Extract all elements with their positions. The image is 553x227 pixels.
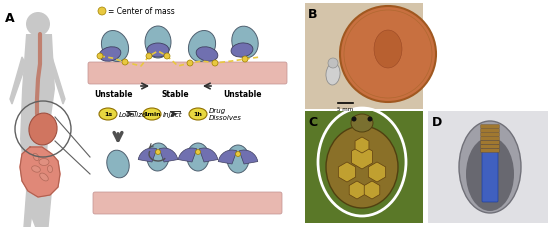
Text: 1min: 1min — [143, 112, 161, 117]
FancyBboxPatch shape — [88, 63, 287, 85]
Circle shape — [164, 54, 170, 60]
Circle shape — [328, 59, 338, 69]
FancyBboxPatch shape — [481, 129, 499, 133]
Ellipse shape — [145, 27, 171, 59]
Circle shape — [340, 7, 436, 103]
Ellipse shape — [374, 31, 402, 69]
Circle shape — [122, 60, 128, 66]
Text: Drug
Dissolves: Drug Dissolves — [209, 108, 242, 121]
Text: Unstable: Unstable — [223, 90, 261, 99]
Text: A: A — [5, 12, 14, 25]
Circle shape — [155, 150, 160, 155]
FancyBboxPatch shape — [482, 138, 498, 202]
Ellipse shape — [147, 143, 169, 171]
Polygon shape — [352, 145, 372, 169]
Text: Localize: Localize — [119, 111, 147, 118]
Circle shape — [352, 117, 357, 122]
Ellipse shape — [189, 109, 207, 121]
Polygon shape — [20, 35, 55, 227]
FancyBboxPatch shape — [481, 137, 499, 141]
Text: = Center of mass: = Center of mass — [108, 7, 175, 16]
Polygon shape — [10, 58, 26, 105]
Polygon shape — [24, 174, 36, 227]
Ellipse shape — [39, 159, 49, 166]
FancyBboxPatch shape — [428, 111, 548, 223]
Polygon shape — [349, 181, 365, 199]
Circle shape — [368, 117, 373, 122]
Circle shape — [98, 8, 106, 16]
Wedge shape — [218, 150, 237, 164]
Polygon shape — [368, 162, 385, 182]
Ellipse shape — [459, 121, 521, 213]
Wedge shape — [178, 148, 197, 162]
Text: 5 mm: 5 mm — [337, 106, 353, 111]
Wedge shape — [239, 150, 258, 164]
Ellipse shape — [99, 47, 121, 62]
FancyBboxPatch shape — [481, 133, 499, 137]
Ellipse shape — [33, 154, 39, 161]
Ellipse shape — [29, 114, 57, 145]
Polygon shape — [338, 162, 356, 182]
FancyBboxPatch shape — [481, 145, 499, 149]
Ellipse shape — [99, 109, 117, 121]
Polygon shape — [20, 147, 60, 197]
FancyBboxPatch shape — [305, 111, 423, 223]
Text: 1h: 1h — [194, 112, 202, 117]
Circle shape — [242, 57, 248, 63]
Text: 1s: 1s — [104, 112, 112, 117]
Circle shape — [187, 61, 193, 67]
Ellipse shape — [147, 44, 169, 58]
Text: B: B — [308, 8, 317, 21]
Polygon shape — [50, 58, 65, 105]
FancyBboxPatch shape — [481, 125, 499, 129]
FancyBboxPatch shape — [93, 192, 282, 214]
Text: Stable: Stable — [161, 90, 189, 99]
Ellipse shape — [189, 31, 216, 62]
Ellipse shape — [187, 143, 209, 171]
Ellipse shape — [326, 126, 398, 208]
FancyBboxPatch shape — [481, 149, 499, 153]
Text: Inject: Inject — [163, 111, 182, 118]
Polygon shape — [364, 181, 380, 199]
Polygon shape — [42, 174, 52, 227]
Ellipse shape — [231, 44, 253, 58]
Circle shape — [236, 152, 241, 157]
Text: D: D — [432, 116, 442, 128]
Wedge shape — [159, 148, 178, 162]
Circle shape — [97, 54, 103, 60]
Ellipse shape — [143, 109, 161, 121]
Ellipse shape — [32, 166, 40, 173]
Ellipse shape — [107, 151, 129, 178]
Wedge shape — [199, 148, 218, 162]
FancyBboxPatch shape — [305, 4, 423, 109]
Circle shape — [26, 13, 50, 37]
Ellipse shape — [232, 27, 258, 59]
Ellipse shape — [326, 64, 340, 86]
FancyBboxPatch shape — [481, 141, 499, 145]
Ellipse shape — [351, 114, 373, 132]
Ellipse shape — [227, 145, 249, 173]
Polygon shape — [355, 137, 369, 153]
Wedge shape — [138, 148, 157, 162]
Circle shape — [212, 61, 218, 67]
Circle shape — [196, 150, 201, 155]
Ellipse shape — [196, 47, 218, 62]
Ellipse shape — [48, 166, 53, 173]
Circle shape — [146, 54, 152, 60]
Text: C: C — [308, 116, 317, 128]
Ellipse shape — [40, 173, 48, 181]
Text: Unstable: Unstable — [94, 90, 132, 99]
Ellipse shape — [101, 31, 129, 62]
Ellipse shape — [466, 137, 514, 211]
